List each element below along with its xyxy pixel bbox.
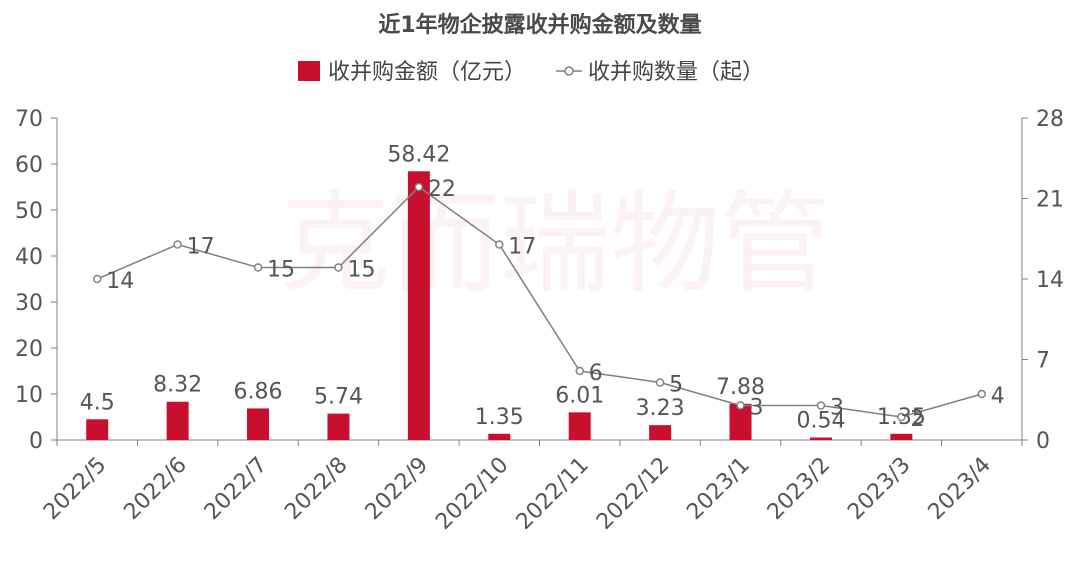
legend-line-label: 收并购数量（起） (588, 60, 764, 85)
bar-value-label: 1.35 (877, 405, 926, 430)
left-tick-label: 0 (29, 429, 43, 454)
left-axis-ticks: 0 10 20 30 40 50 60 70 (15, 107, 57, 454)
right-axis-ticks: 0 7 14 21 28 (1022, 107, 1064, 454)
line-point (253, 263, 263, 272)
x-tick-label: 2022/9 (361, 453, 433, 525)
bar (649, 425, 672, 440)
line-point (575, 366, 584, 376)
bar-value-label: 8.32 (153, 373, 202, 398)
line-point (655, 378, 665, 387)
line-point (173, 240, 182, 249)
bar (407, 171, 430, 440)
x-tick-label: 2022/11 (512, 453, 594, 535)
bar (729, 403, 752, 440)
left-tick-label: 30 (15, 291, 43, 316)
x-tick-label: 2022/12 (592, 453, 674, 535)
line-value-label: 6 (589, 361, 603, 386)
bar-value-label: 3.23 (636, 396, 685, 421)
x-axis-ticks: 2022/5 2022/6 2022/7 2022/8 2022/92022/10202… (39, 440, 1023, 535)
legend-bar-swatch (298, 61, 320, 81)
bar (568, 412, 591, 440)
line-value-label: 17 (187, 235, 215, 260)
x-tick-label: 2022/5 (39, 453, 111, 525)
line-value-label: 14 (106, 269, 134, 294)
x-tick-label: 2022/6 (119, 453, 191, 525)
chart-title: 近1年物企披露收并购金额及数量 (378, 12, 701, 38)
line-point (977, 389, 987, 399)
bar (166, 401, 189, 440)
right-tick-label: 28 (1036, 107, 1064, 132)
bar (86, 419, 109, 440)
count-line (96, 186, 982, 418)
line-value-label: 3 (750, 396, 764, 421)
left-tick-label: 60 (15, 153, 43, 178)
left-tick-label: 20 (15, 337, 43, 362)
left-tick-label: 10 (15, 383, 43, 408)
right-tick-label: 14 (1036, 268, 1064, 293)
bar-value-label: 4.5 (80, 390, 115, 415)
x-tick-label: 2022/10 (431, 453, 513, 535)
bar (327, 413, 350, 440)
line-value-label: 15 (347, 258, 375, 283)
line-point (897, 412, 906, 422)
x-tick-label: 2022/8 (280, 453, 352, 525)
bar-value-label: 7.88 (716, 375, 765, 400)
bar-value-label: 5.74 (314, 385, 363, 410)
line-value-label: 5 (669, 373, 683, 398)
bar-value-label: 58.42 (387, 142, 450, 167)
watermark: 克而瑞物管 (280, 180, 830, 308)
line-value-label: 2 (910, 407, 924, 432)
x-tick-label: 2022/7 (200, 453, 272, 525)
line-value-label: 3 (830, 396, 844, 421)
line-point (495, 240, 504, 249)
x-tick-label: 2023/3 (843, 453, 915, 525)
x-tick-label: 2023/1 (682, 453, 754, 525)
bar-value-label: 6.86 (234, 379, 283, 404)
bar-value-label: 6.01 (555, 383, 604, 408)
right-tick-label: 7 (1036, 349, 1050, 374)
line-point (334, 263, 343, 272)
right-tick-label: 0 (1036, 429, 1050, 454)
left-tick-label: 50 (15, 199, 43, 224)
line-point (414, 182, 424, 192)
line-series (92, 182, 987, 422)
x-tick-label: 2023/2 (763, 453, 835, 525)
bar (247, 408, 270, 440)
left-tick-label: 70 (15, 107, 43, 132)
line-value-label: 4 (991, 384, 1005, 409)
line-value-label: 15 (267, 258, 295, 283)
bar (809, 437, 832, 440)
bar-value-label: 0.54 (796, 409, 845, 434)
x-tick-label: 2023/4 (924, 453, 996, 525)
line-value-label: 22 (428, 177, 456, 202)
legend-bar-label: 收并购金额（亿元） (328, 60, 526, 85)
legend-line-marker (564, 66, 574, 76)
line-point (92, 274, 102, 284)
line-value-label: 17 (508, 235, 536, 260)
line-point (816, 401, 826, 410)
line-point (736, 401, 745, 410)
right-tick-label: 21 (1036, 188, 1064, 213)
data-labels: 4.5 8.32 6.86 5.74 58.42 1.35 6.01 3.23 7.88 0.54… (80, 142, 1005, 433)
legend: 收并购金额（亿元） 收并购数量（起） (298, 60, 764, 85)
bar (890, 433, 913, 440)
bar-series (86, 171, 913, 440)
left-tick-label: 40 (15, 245, 43, 270)
bar (488, 433, 511, 440)
bar-value-label: 1.35 (475, 405, 524, 430)
